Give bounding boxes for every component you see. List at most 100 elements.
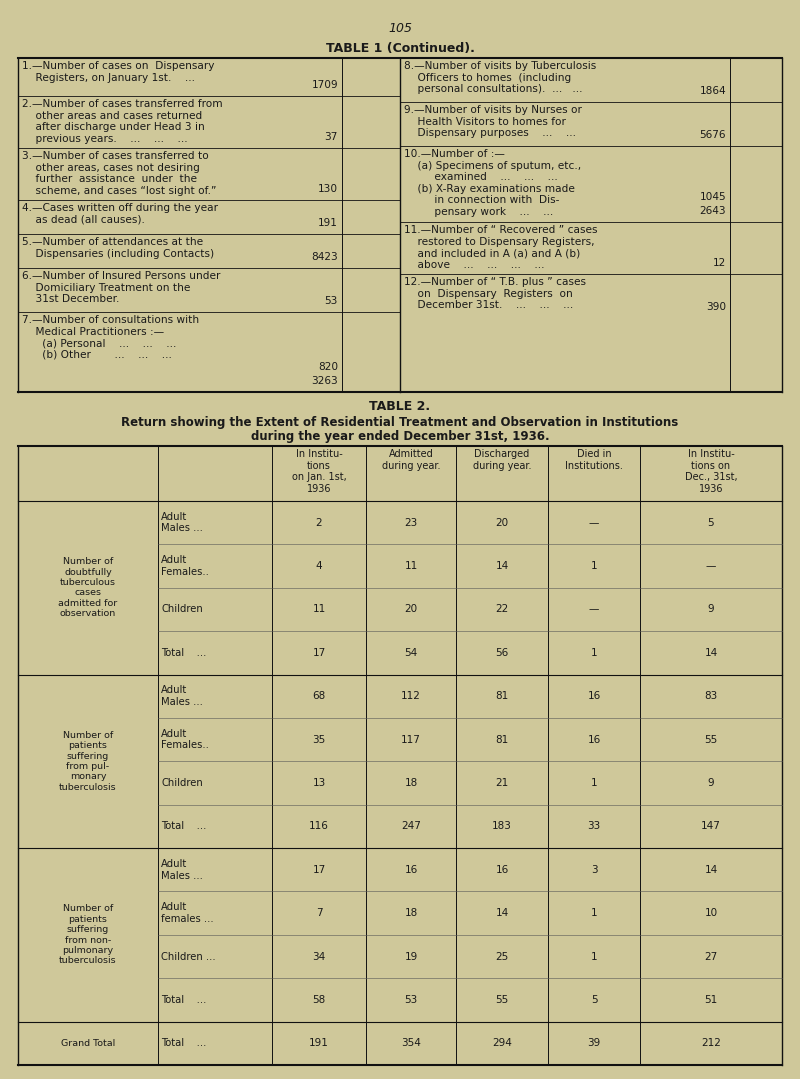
Text: 7.—Number of consultations with
    Medical Practitioners :—
      (a) Personal : 7.—Number of consultations with Medical …	[22, 315, 199, 359]
Text: 147: 147	[701, 821, 721, 832]
Text: TABLE 1 (Continued).: TABLE 1 (Continued).	[326, 42, 474, 55]
Text: —: —	[589, 604, 599, 614]
Text: Died in
Institutions.: Died in Institutions.	[565, 449, 623, 470]
Text: 5.—Number of attendances at the
    Dispensaries (including Contacts): 5.—Number of attendances at the Dispensa…	[22, 237, 214, 259]
Text: 6.—Number of Insured Persons under
    Domiciliary Treatment on the
    31st Dec: 6.—Number of Insured Persons under Domic…	[22, 271, 220, 304]
Text: 16: 16	[495, 864, 509, 875]
Text: 17: 17	[312, 864, 326, 875]
Text: 1: 1	[590, 778, 598, 788]
Text: 2: 2	[316, 518, 322, 528]
Text: 4: 4	[316, 561, 322, 571]
Text: 35: 35	[312, 735, 326, 745]
Text: Number of
patients
suffering
from pul-
monary
tuberculosis: Number of patients suffering from pul- m…	[59, 730, 117, 792]
Text: 9: 9	[708, 604, 714, 614]
Text: 212: 212	[701, 1038, 721, 1049]
Text: Total    ...: Total ...	[161, 647, 206, 658]
Text: during the year ended December 31st, 1936.: during the year ended December 31st, 193…	[250, 431, 550, 443]
Text: 294: 294	[492, 1038, 512, 1049]
Text: 2643: 2643	[699, 206, 726, 216]
Text: 11: 11	[404, 561, 418, 571]
Text: Children ...: Children ...	[161, 952, 216, 961]
Text: In Institu-
tions on
Dec., 31st,
1936: In Institu- tions on Dec., 31st, 1936	[685, 449, 738, 494]
Text: 247: 247	[401, 821, 421, 832]
Text: TABLE 2.: TABLE 2.	[370, 400, 430, 413]
Text: Adult
Males ...: Adult Males ...	[161, 859, 203, 880]
Text: 1: 1	[590, 952, 598, 961]
Text: 1.—Number of cases on  Dispensary
    Registers, on January 1st.    ...: 1.—Number of cases on Dispensary Registe…	[22, 62, 214, 83]
Text: Grand Total: Grand Total	[61, 1039, 115, 1048]
Text: 3: 3	[590, 864, 598, 875]
Text: 5: 5	[590, 995, 598, 1005]
Text: 1: 1	[590, 909, 598, 918]
Text: 27: 27	[704, 952, 718, 961]
Text: Total    ...: Total ...	[161, 821, 206, 832]
Text: Total    ...: Total ...	[161, 995, 206, 1005]
Text: Adult
females ...: Adult females ...	[161, 902, 214, 924]
Text: 105: 105	[388, 22, 412, 35]
Text: 20: 20	[405, 604, 418, 614]
Text: 12: 12	[713, 258, 726, 268]
Text: 3263: 3263	[311, 375, 338, 386]
Text: 16: 16	[404, 864, 418, 875]
Text: 53: 53	[325, 296, 338, 306]
Text: Adult
Females..: Adult Females..	[161, 728, 209, 750]
Text: 9.—Number of visits by Nurses or
    Health Visitors to homes for
    Dispensary: 9.—Number of visits by Nurses or Health …	[404, 105, 582, 138]
Text: 55: 55	[495, 995, 509, 1005]
Text: 55: 55	[704, 735, 718, 745]
Text: Admitted
during year.: Admitted during year.	[382, 449, 440, 470]
Text: 820: 820	[318, 361, 338, 372]
Text: 14: 14	[704, 647, 718, 658]
Text: 20: 20	[495, 518, 509, 528]
Text: 14: 14	[495, 909, 509, 918]
Text: 18: 18	[404, 909, 418, 918]
Text: 21: 21	[495, 778, 509, 788]
Text: 1709: 1709	[311, 80, 338, 90]
Text: 10: 10	[705, 909, 718, 918]
Text: 19: 19	[404, 952, 418, 961]
Text: 68: 68	[312, 692, 326, 701]
Text: 81: 81	[495, 735, 509, 745]
Text: 1: 1	[590, 561, 598, 571]
Text: 183: 183	[492, 821, 512, 832]
Text: 354: 354	[401, 1038, 421, 1049]
Text: 33: 33	[587, 821, 601, 832]
Text: Return showing the Extent of Residential Treatment and Observation in Institutio: Return showing the Extent of Residential…	[122, 416, 678, 429]
Text: 1864: 1864	[699, 86, 726, 96]
Text: 191: 191	[318, 218, 338, 228]
Text: Children: Children	[161, 604, 202, 614]
Text: Adult
Males ...: Adult Males ...	[161, 685, 203, 707]
Text: 83: 83	[704, 692, 718, 701]
Text: 11: 11	[312, 604, 326, 614]
Text: 112: 112	[401, 692, 421, 701]
Text: 25: 25	[495, 952, 509, 961]
Text: 12.—Number of “ T.B. plus ” cases
    on  Dispensary  Registers  on
    December: 12.—Number of “ T.B. plus ” cases on Dis…	[404, 277, 586, 310]
Text: 130: 130	[318, 185, 338, 194]
Text: 3.—Number of cases transferred to
    other areas, cases not desiring
    furthe: 3.—Number of cases transferred to other …	[22, 151, 217, 195]
Text: 2.—Number of cases transferred from
    other areas and cases returned
    after: 2.—Number of cases transferred from othe…	[22, 99, 222, 144]
Text: 5: 5	[708, 518, 714, 528]
Text: 23: 23	[404, 518, 418, 528]
Text: 37: 37	[325, 132, 338, 142]
Text: In Institu-
tions
on Jan. 1st,
1936: In Institu- tions on Jan. 1st, 1936	[292, 449, 346, 494]
Text: 117: 117	[401, 735, 421, 745]
Text: 22: 22	[495, 604, 509, 614]
Text: —: —	[589, 518, 599, 528]
Text: 116: 116	[309, 821, 329, 832]
Text: 81: 81	[495, 692, 509, 701]
Text: 10.—Number of :—
    (a) Specimens of sputum, etc.,
         examined    ...    : 10.—Number of :— (a) Specimens of sputum…	[404, 149, 581, 217]
Text: Number of
doubtfully
tuberculous
cases
admitted for
observation: Number of doubtfully tuberculous cases a…	[58, 557, 118, 618]
Text: 8.—Number of visits by Tuberculosis
    Officers to homes  (including
    person: 8.—Number of visits by Tuberculosis Offi…	[404, 62, 596, 94]
Text: 11.—Number of “ Recovered ” cases
    restored to Dispensary Registers,
    and : 11.—Number of “ Recovered ” cases restor…	[404, 226, 598, 270]
Text: 39: 39	[587, 1038, 601, 1049]
Text: 18: 18	[404, 778, 418, 788]
Text: Adult
Males ...: Adult Males ...	[161, 511, 203, 533]
Text: 17: 17	[312, 647, 326, 658]
Text: 58: 58	[312, 995, 326, 1005]
Text: 53: 53	[404, 995, 418, 1005]
Text: 34: 34	[312, 952, 326, 961]
Text: 5676: 5676	[699, 129, 726, 140]
Text: 4.—Cases written off during the year
    as dead (all causes).: 4.—Cases written off during the year as …	[22, 203, 218, 224]
Text: 1045: 1045	[699, 192, 726, 202]
Text: 13: 13	[312, 778, 326, 788]
Text: 8423: 8423	[311, 252, 338, 262]
